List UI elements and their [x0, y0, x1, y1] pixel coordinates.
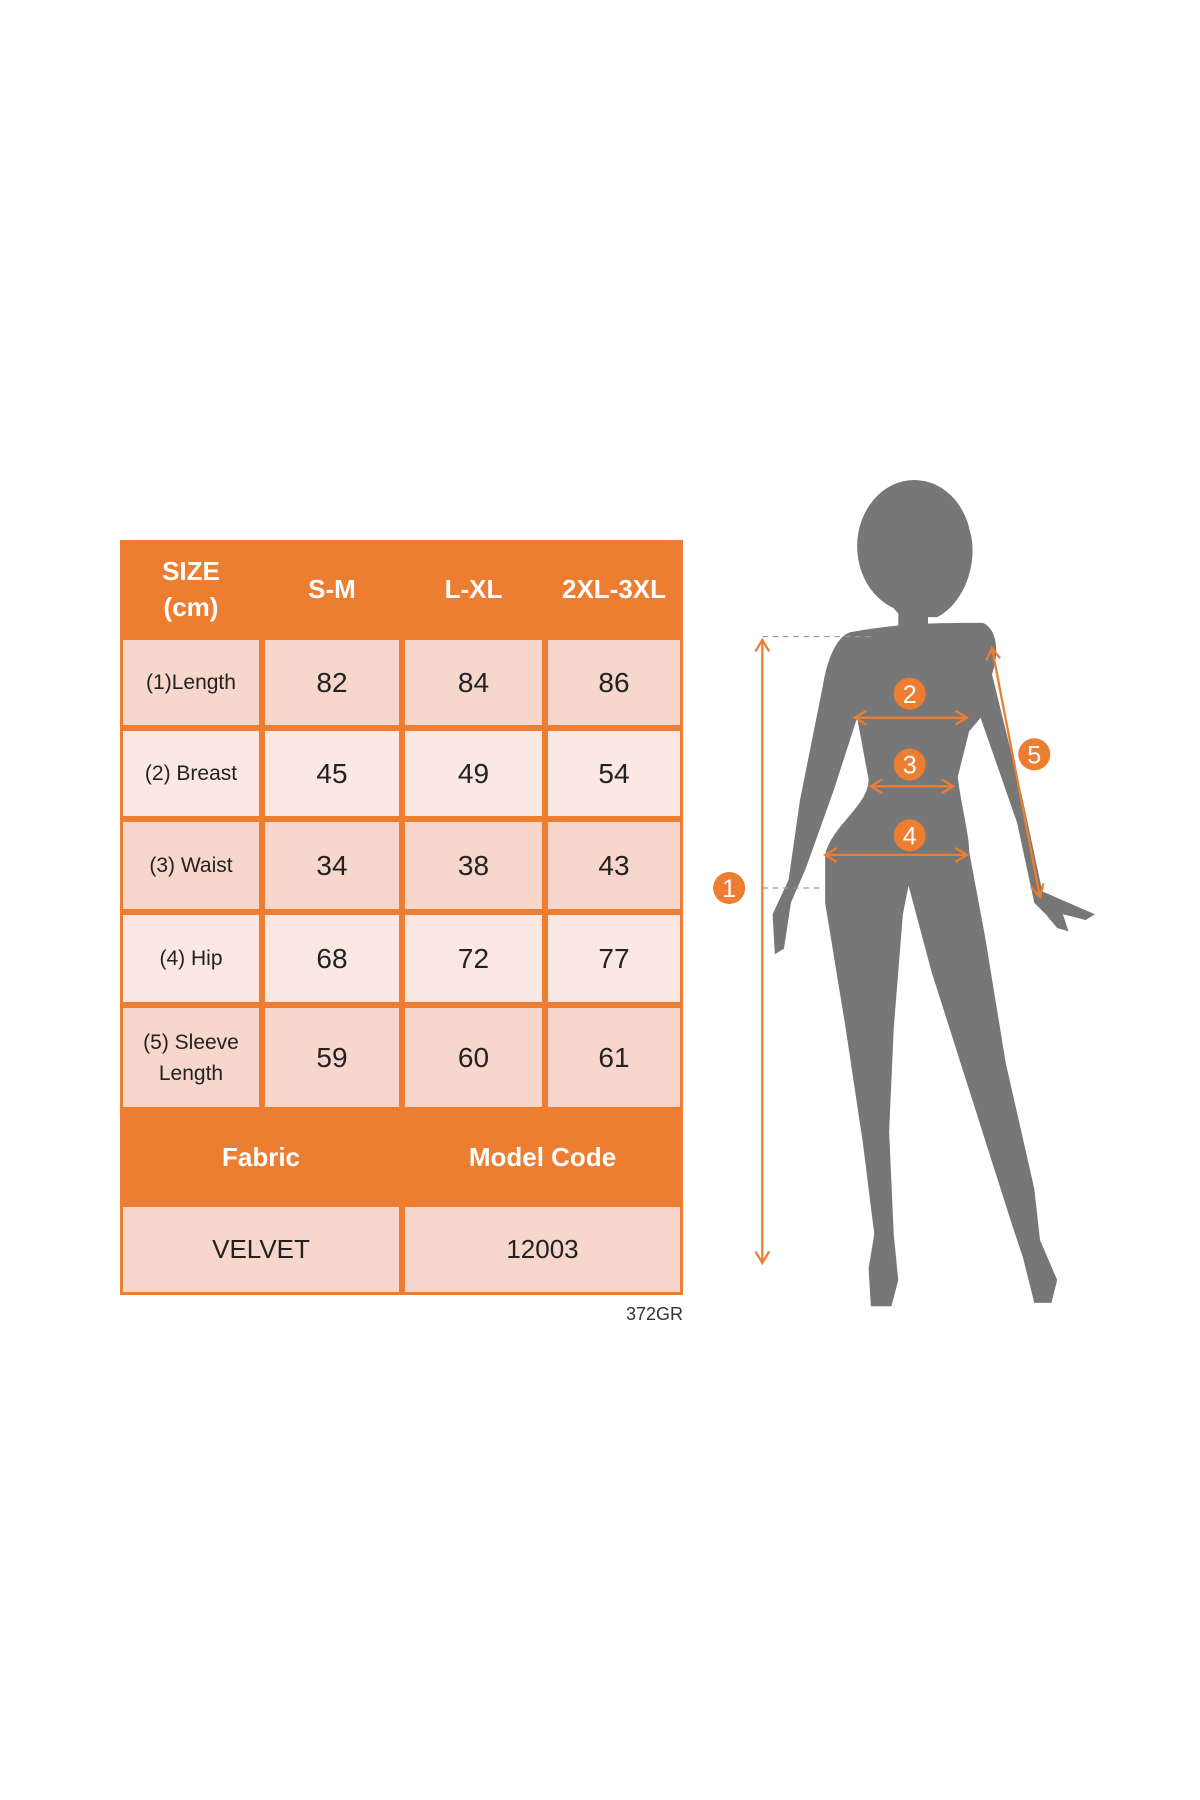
svg-text:2: 2: [903, 681, 917, 709]
measurement-value: 68: [265, 915, 399, 1002]
breast-arrow: [852, 709, 970, 726]
measurement-label: (2) Breast: [123, 731, 259, 816]
measurement-value: 84: [405, 640, 542, 725]
size-header: 2XL-3XL: [561, 573, 667, 604]
size-chart-table: SIZE (cm) S-M L-XL 2XL-3XL (1)Length 82 84 86 (2…: [120, 540, 683, 1295]
body: [772, 622, 1095, 1307]
measurement-value: 60: [405, 1008, 542, 1107]
measurement-value: 61: [548, 1008, 680, 1107]
measurement-value: 34: [265, 822, 399, 909]
marker-5: 5: [1018, 738, 1051, 771]
measurement-value: 43: [548, 822, 680, 909]
fabric-header: Fabric: [221, 1142, 301, 1172]
measurement-value: 82: [265, 640, 399, 725]
measurement-value: 54: [548, 731, 680, 816]
model-code-value: 12003: [405, 1207, 680, 1292]
measurement-value: 45: [265, 731, 399, 816]
waist-arrow: [868, 778, 956, 795]
measurement-label: (3) Waist: [123, 822, 259, 909]
measurement-value: 77: [548, 915, 680, 1002]
measurement-value: 86: [548, 640, 680, 725]
svg-text:4: 4: [903, 823, 917, 851]
marker-2: 2: [893, 677, 926, 710]
measurement-value: 38: [405, 822, 542, 909]
measurement-label: (1)Length: [123, 640, 259, 725]
model-code-header: Model Code: [468, 1142, 617, 1172]
silhouette: [772, 480, 1095, 1307]
measurement-value: 49: [405, 731, 542, 816]
measurement-label: (5) Sleeve Length: [123, 1008, 259, 1107]
product-code: 372GR: [625, 1304, 683, 1324]
marker-4: 4: [893, 819, 926, 852]
measurement-value: 72: [405, 915, 542, 1002]
marker-3: 3: [893, 748, 926, 781]
hip-arrow: [822, 847, 970, 863]
sleeve-arrow: [985, 645, 1045, 900]
marker-1: 1: [713, 872, 746, 904]
measurement-label: (4) Hip: [123, 915, 259, 1002]
length-arrow: [754, 637, 771, 1266]
svg-text:3: 3: [903, 752, 917, 780]
measurement-value: 59: [265, 1008, 399, 1107]
size-header-label: SIZE (cm): [162, 555, 220, 622]
svg-text:5: 5: [1027, 741, 1041, 769]
size-header: L-XL: [444, 573, 503, 604]
fabric-value: VELVET: [123, 1207, 399, 1292]
svg-text:1: 1: [722, 875, 736, 903]
size-header: S-M: [308, 573, 356, 604]
